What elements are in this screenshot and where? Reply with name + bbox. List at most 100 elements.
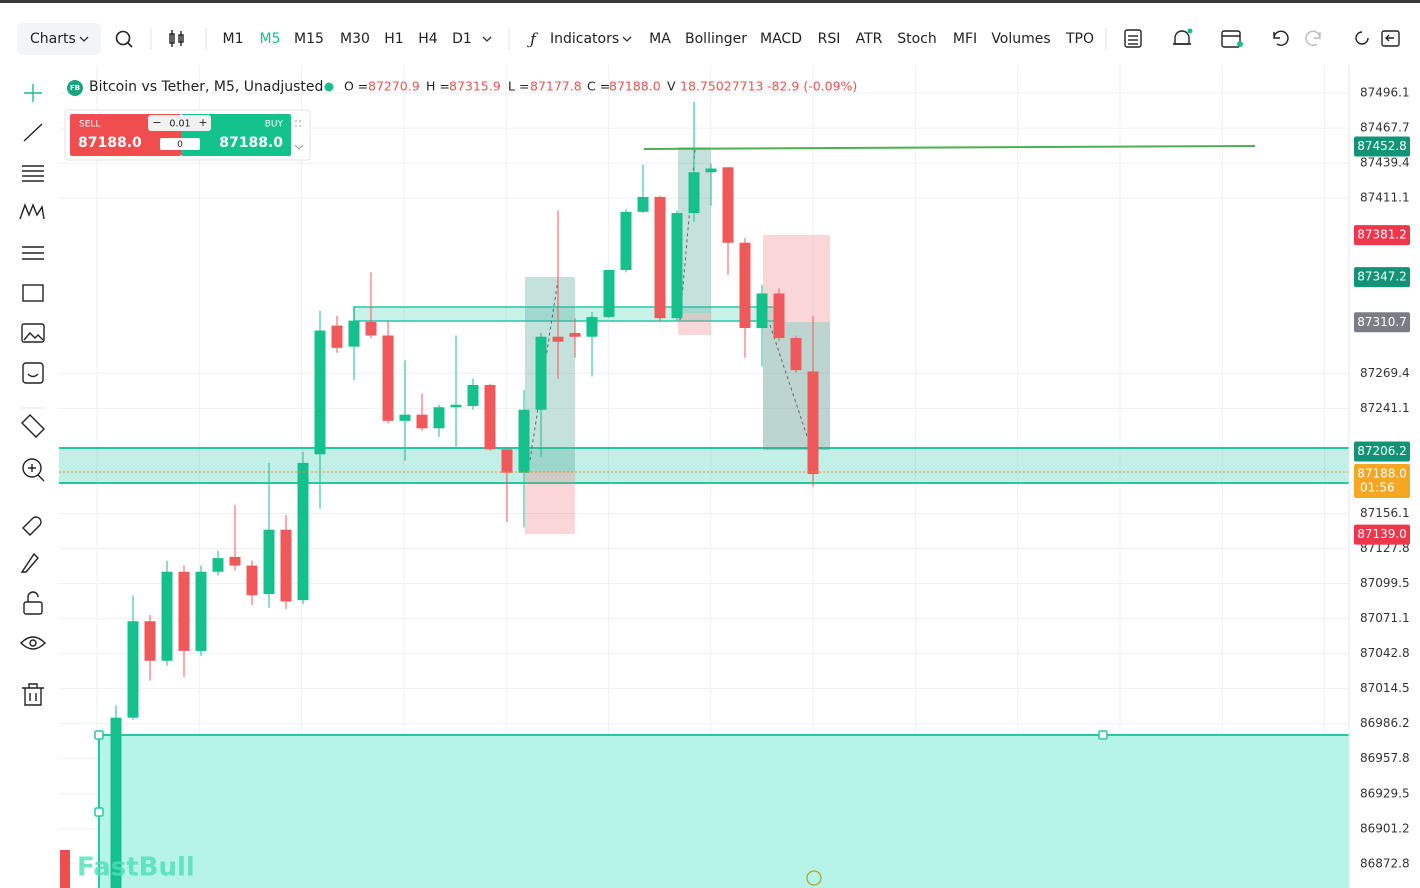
candle-body (365, 321, 377, 336)
ruler-tool[interactable] (21, 414, 45, 438)
indicator[interactable]: Volumes (991, 31, 1050, 47)
rect-tool[interactable] (22, 284, 44, 302)
price-label-box (1354, 267, 1410, 288)
timeframe[interactable]: M30 (340, 31, 370, 47)
symbol-badge (67, 80, 83, 96)
left-toolbar (19, 84, 46, 706)
position-stop (678, 313, 711, 335)
undo-icon[interactable] (1273, 30, 1289, 46)
indicators-icon[interactable]: ƒ (527, 30, 539, 49)
exit-icon[interactable] (1381, 30, 1400, 47)
timeframe[interactable]: M15 (294, 31, 324, 47)
refresh-icon[interactable] (1355, 31, 1369, 45)
price-label: 87188.0 (1357, 467, 1407, 481)
sell-label[interactable]: SELL (79, 120, 100, 130)
candle-body (773, 293, 785, 338)
brush-tool[interactable] (20, 552, 39, 573)
indicator[interactable]: ATR (856, 31, 883, 47)
magnet-tool[interactable] (22, 516, 42, 536)
lot-control[interactable] (148, 115, 211, 131)
candle-body (178, 571, 190, 651)
lot-plus[interactable]: + (198, 116, 207, 129)
volume-value: 18.75027713 (680, 79, 764, 94)
candle-body (127, 621, 139, 718)
fib-tool[interactable] (22, 165, 44, 182)
candle-body (484, 384, 496, 450)
price-label: 87381.2 (1357, 228, 1407, 242)
lot-minus[interactable]: − (152, 116, 161, 129)
y-tick-label: 87042.8 (1360, 646, 1410, 660)
y-tick-label: 87071.1 (1360, 611, 1410, 625)
trash-tool[interactable] (22, 683, 44, 706)
y-tick-label: 87439.4 (1360, 156, 1410, 170)
timeframe-more[interactable] (482, 36, 492, 42)
indicator[interactable]: MFI (953, 31, 977, 47)
ohlc-key: C = (587, 79, 610, 94)
toolbar: Charts ƒ Indicators M1 M5 M15 M30 H1 H4 D1 MA Bo… (17, 23, 1400, 55)
y-tick-label: 87099.5 (1360, 576, 1410, 590)
pattern-tool[interactable] (19, 203, 45, 220)
timeframe[interactable]: H1 (384, 31, 403, 47)
sell-price[interactable]: 87188.0 (78, 135, 142, 151)
candle-body (756, 293, 768, 329)
qty-value[interactable]: 0 (177, 140, 183, 150)
buy-price[interactable]: 87188.0 (219, 135, 283, 151)
candle-body (671, 213, 683, 319)
band-zone (59, 448, 1349, 483)
timeframe[interactable]: M1 (223, 31, 244, 47)
charts-label[interactable]: Charts (30, 31, 76, 47)
line-tool[interactable] (23, 123, 43, 142)
channel-tool[interactable] (22, 246, 44, 260)
indicator[interactable]: TPO (1065, 31, 1094, 47)
handle (1098, 730, 1108, 740)
candle-body (110, 717, 122, 888)
candle-body (297, 462, 309, 601)
y-tick-label: 86872.8 (1360, 856, 1410, 870)
candle-body (280, 529, 292, 602)
candle-body (688, 172, 700, 214)
lot-value[interactable]: 0.01 (169, 119, 190, 130)
chevron (79, 36, 89, 42)
candle-body (552, 336, 564, 342)
trade-widget: SELL 87188.0 BUY 87188.0 − 0.01 + 0 (64, 109, 311, 161)
indicators-label[interactable]: Indicators (550, 31, 619, 47)
alert-icon[interactable] (1173, 28, 1193, 45)
zone (99, 735, 1349, 888)
lock-tool[interactable] (23, 591, 43, 615)
charts-button[interactable] (17, 23, 101, 55)
timeframe[interactable]: H4 (418, 31, 438, 47)
candle-body (348, 320, 360, 347)
image-tool[interactable] (21, 323, 45, 343)
zoom-tool[interactable] (22, 458, 45, 482)
candle-body (246, 565, 258, 596)
candle-body (433, 407, 445, 429)
watermark-bar (60, 850, 70, 888)
chart-type-icon[interactable] (169, 30, 184, 47)
indicator[interactable]: RSI (818, 31, 841, 47)
candle-body (416, 414, 428, 429)
indicator[interactable]: MACD (760, 31, 802, 47)
timeframe[interactable]: D1 (452, 31, 472, 47)
ohlc-key: L = (508, 79, 529, 94)
redo-icon[interactable] (1305, 30, 1321, 46)
timeframe[interactable]: M5 (260, 31, 281, 47)
y-tick-label: 86957.8 (1360, 751, 1410, 765)
widget-handle[interactable] (294, 120, 304, 150)
layout-icon[interactable] (1124, 29, 1142, 48)
eye-tool[interactable] (20, 636, 46, 650)
emoji-tool[interactable] (22, 362, 44, 384)
position-target (525, 277, 575, 472)
indicator[interactable]: Stoch (897, 31, 937, 47)
crosshair-tool[interactable] (24, 84, 42, 102)
buy-label[interactable]: BUY (265, 120, 284, 130)
candle-body (263, 529, 275, 595)
indicator[interactable]: Bollinger (685, 31, 747, 47)
price-label-box (1354, 441, 1410, 462)
qty-box[interactable] (160, 138, 200, 150)
candle-body (144, 621, 156, 661)
position-stop (763, 235, 830, 322)
search-icon[interactable] (115, 30, 133, 48)
calendar-icon[interactable] (1221, 30, 1243, 48)
indicator[interactable]: MA (649, 31, 671, 47)
